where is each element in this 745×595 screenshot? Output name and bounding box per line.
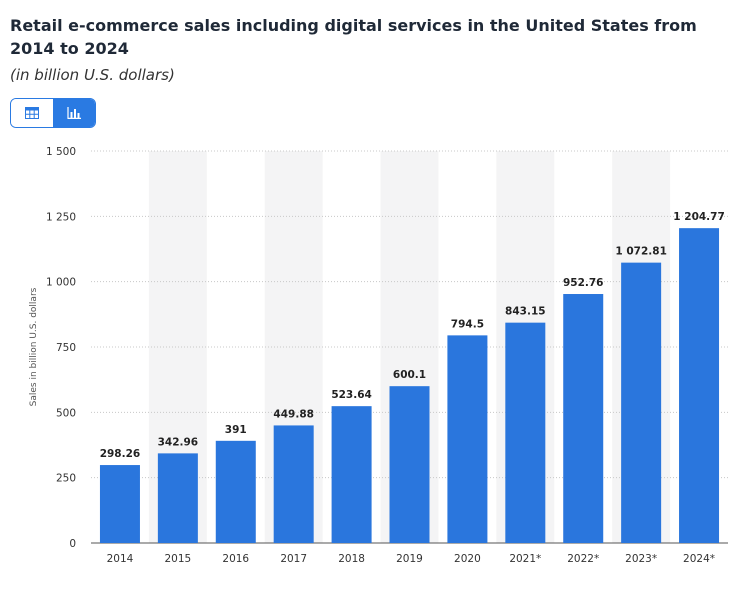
x-tick-label: 2014 (107, 553, 134, 565)
data-label: 952.76 (563, 277, 604, 289)
bar (157, 453, 198, 543)
data-label: 449.88 (273, 408, 314, 420)
bar (99, 465, 140, 543)
x-tick-label: 2018 (338, 553, 365, 565)
y-tick-label: 1 250 (46, 211, 76, 223)
bar (563, 294, 604, 543)
data-label: 523.64 (331, 389, 372, 401)
chart-view-button[interactable] (53, 99, 95, 127)
bar (621, 262, 662, 543)
bar (331, 406, 372, 543)
bar (447, 335, 488, 543)
y-tick-label: 250 (56, 473, 76, 485)
chart-title: Retail e-commerce sales including digita… (10, 16, 697, 58)
table-view-button[interactable] (11, 99, 53, 127)
y-tick-label: 500 (56, 407, 76, 419)
data-label: 391 (225, 424, 247, 436)
data-label: 600.1 (393, 369, 426, 381)
y-tick-label: 750 (56, 342, 76, 354)
bar-chart-icon (67, 107, 81, 119)
x-tick-label: 2022* (567, 553, 599, 565)
data-label: 843.15 (505, 306, 546, 318)
view-toggle (10, 98, 96, 128)
chart-subtitle: (in billion U.S. dollars) (10, 66, 175, 84)
x-tick-label: 2016 (222, 553, 249, 565)
x-tick-label: 2023* (625, 553, 657, 565)
y-tick-label: 1 000 (46, 277, 76, 289)
x-tick-label: 2019 (396, 553, 423, 565)
x-tick-label: 2024* (683, 553, 715, 565)
bar (273, 425, 314, 543)
x-tick-label: 2020 (454, 553, 481, 565)
bar (389, 386, 430, 543)
bar (679, 228, 720, 543)
bar (505, 322, 546, 543)
data-label: 298.26 (100, 448, 141, 460)
data-label: 342.96 (158, 436, 199, 448)
bar (215, 440, 256, 543)
x-tick-label: 2021* (509, 553, 541, 565)
y-tick-label: 0 (69, 538, 76, 550)
data-label: 1 072.81 (615, 246, 666, 258)
data-label: 1 204.77 (673, 211, 724, 223)
x-tick-label: 2017 (280, 553, 307, 565)
data-label: 794.5 (451, 318, 484, 330)
table-icon (25, 107, 39, 119)
y-tick-label: 1 500 (46, 146, 76, 158)
y-axis-label: Sales in billion U.S. dollars (29, 287, 39, 406)
x-tick-label: 2015 (164, 553, 191, 565)
